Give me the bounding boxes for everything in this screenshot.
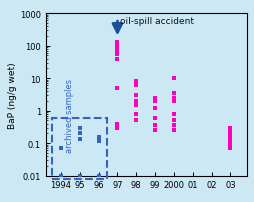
Bar [52,118,107,179]
Y-axis label: BaP (ng/g wet): BaP (ng/g wet) [8,62,17,128]
Text: oil-spill accident: oil-spill accident [120,17,194,26]
Text: archived samples: archived samples [65,78,74,152]
